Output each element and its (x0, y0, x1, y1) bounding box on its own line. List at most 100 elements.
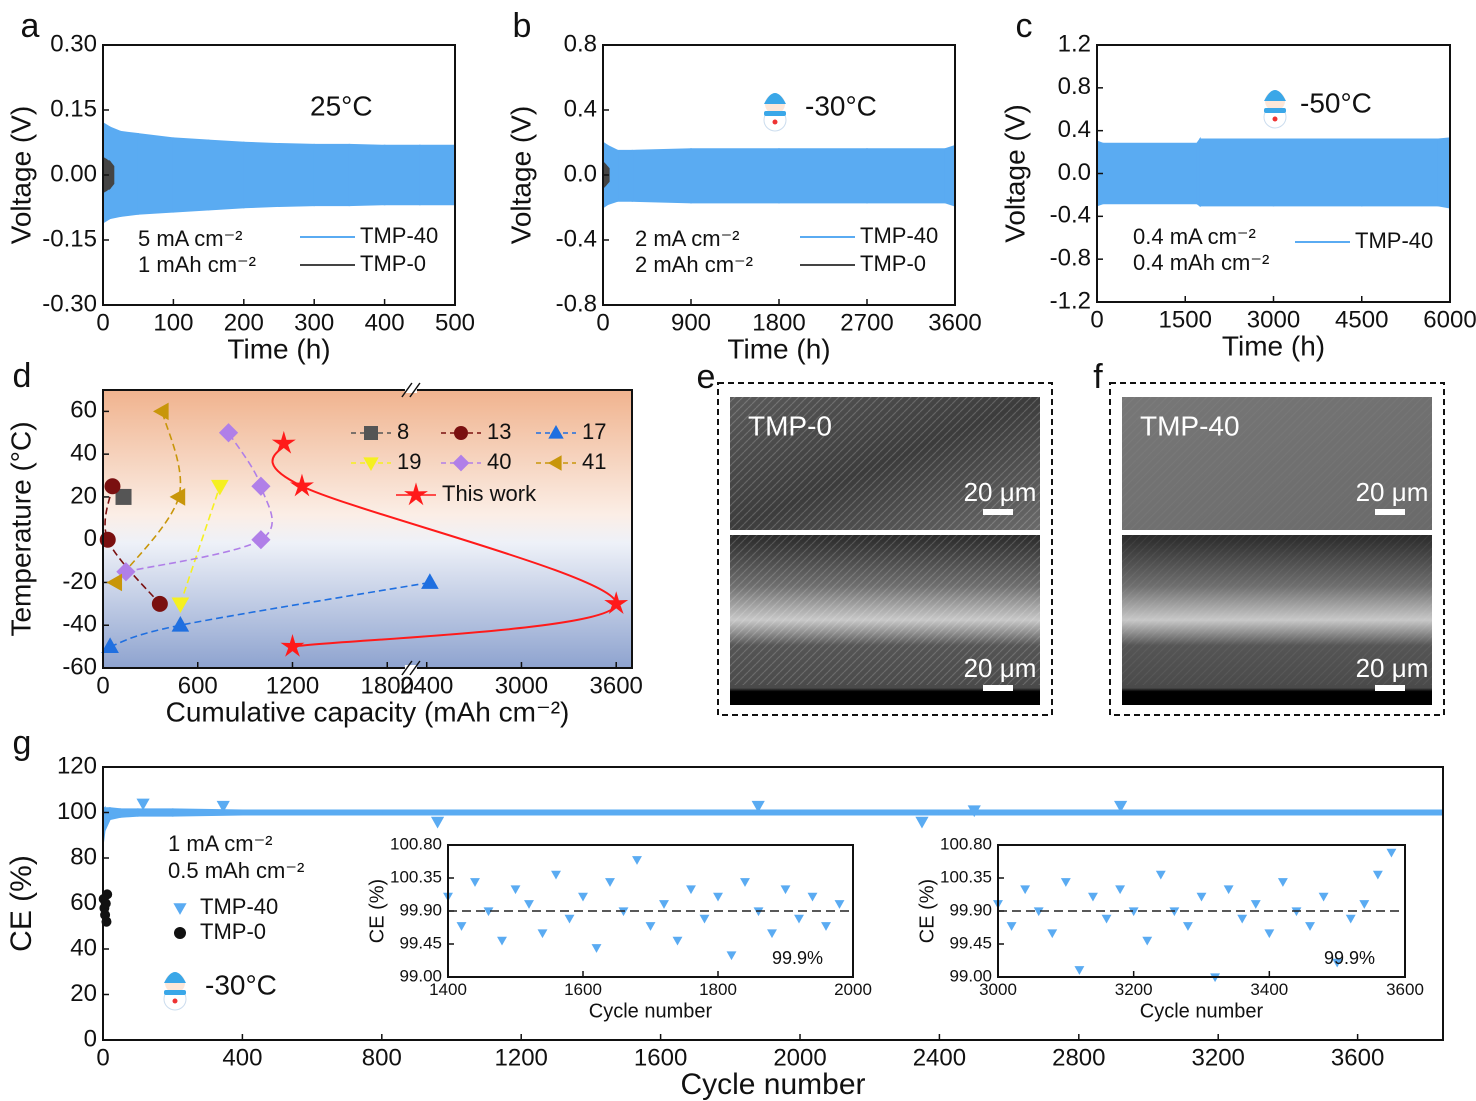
annotation: 0.4 mAh cm⁻² (1133, 250, 1269, 275)
band-segment (119, 130, 139, 218)
data-point (271, 430, 296, 454)
x-tick-label: 200 (224, 310, 264, 337)
plot-frame (1096, 44, 1451, 303)
plot-layer (103, 122, 455, 224)
data-point (604, 591, 629, 615)
data-point (632, 856, 642, 865)
axis-break (401, 660, 413, 676)
data-point (672, 936, 683, 946)
data-point (767, 929, 777, 939)
x-tick-label: 1800 (699, 980, 737, 999)
data-point (483, 907, 494, 917)
band-segment (1272, 138, 1363, 207)
band-segment (419, 144, 455, 206)
y-tick-label: 20 (70, 980, 97, 1007)
y-tick-label: -0.4 (1050, 202, 1091, 229)
plot-layer (103, 805, 1443, 845)
icon-part (1272, 116, 1278, 122)
panel-letter: b (513, 7, 532, 45)
data-point (211, 479, 229, 496)
data-point (280, 634, 305, 657)
y-tick-label: 0.30 (50, 30, 97, 57)
icon-part (764, 111, 786, 116)
data-point (537, 929, 548, 939)
x-tick-label: 3000 (979, 980, 1017, 999)
data-point (713, 892, 723, 902)
panel-border (717, 382, 1053, 716)
panel-letter: c (1016, 7, 1033, 45)
panel-letter: e (697, 358, 716, 396)
x-tick-label: 6000 (1423, 307, 1476, 334)
x-axis-label: Time (h) (1222, 330, 1325, 361)
scale-bar-label: 20 μm (1356, 477, 1429, 507)
data-point (456, 922, 467, 931)
icon-part (172, 998, 178, 1004)
data-point (578, 892, 588, 902)
data-point (1182, 922, 1193, 931)
data-point (659, 900, 669, 909)
data-point (1033, 907, 1044, 917)
band-segment (109, 807, 122, 821)
y-tick-label: 0.8 (564, 30, 597, 57)
data-point (794, 914, 804, 924)
y-tick-label: 120 (57, 752, 97, 779)
y-axis-label: Voltage (V) (999, 104, 1030, 243)
data-point (740, 878, 750, 887)
band-segment (1078, 809, 1219, 816)
legend-label: 17 (582, 419, 606, 444)
band-segment (109, 159, 115, 191)
y-axis-label: CE (%) (366, 879, 388, 943)
x-tick-label: 1200 (266, 673, 319, 700)
data-point (780, 885, 791, 895)
reference-label: 99.9% (772, 948, 823, 968)
band-segment (171, 808, 244, 817)
data-point (470, 878, 480, 887)
legend-label: TMP-0 (200, 919, 266, 944)
data-point (1345, 914, 1356, 924)
annotation: 1 mAh cm⁻² (138, 252, 256, 277)
y-tick-label: 60 (70, 889, 97, 916)
data-point (1305, 922, 1315, 931)
band-segment (799, 809, 941, 816)
axis-break-gap (404, 665, 417, 671)
y-tick-label: 100.80 (390, 834, 442, 853)
annotation: 0.5 mAh cm⁻² (168, 858, 304, 883)
band-segment (659, 809, 801, 816)
data-point (153, 402, 169, 421)
x-tick-label: 500 (435, 310, 475, 337)
series-line (179, 485, 221, 605)
band-segment (172, 137, 210, 213)
data-point (1237, 914, 1248, 924)
data-point (251, 530, 271, 550)
plot-frame (102, 766, 1444, 1041)
y-tick-label: -0.8 (1050, 245, 1091, 272)
y-tick-label: 80 (70, 843, 97, 870)
legend-label: TMP-40 (200, 894, 278, 919)
data-point (1372, 870, 1383, 880)
y-axis-label: Voltage (V) (5, 106, 36, 245)
data-point (699, 914, 710, 924)
scale-bar (983, 685, 1013, 691)
annotation: 5 mA cm⁻² (138, 226, 243, 251)
y-tick-label: 0.8 (1058, 73, 1091, 100)
x-tick-label: 3400 (1250, 980, 1288, 999)
series-line (114, 411, 182, 583)
axis-break (401, 382, 413, 398)
data-point (1291, 907, 1302, 917)
series-line (125, 432, 273, 573)
y-tick-label: 20 (70, 482, 97, 509)
data-point (497, 936, 507, 946)
y-tick-label: 0.15 (50, 95, 97, 122)
x-tick-label: 0 (1090, 307, 1103, 334)
data-point (1386, 848, 1397, 858)
band-segment (938, 809, 1080, 816)
x-axis-label: Time (h) (227, 333, 330, 364)
x-tick-label: 3600 (928, 310, 981, 337)
scale-bar-label: 20 μm (964, 477, 1037, 507)
panel-letter: f (1093, 358, 1103, 396)
data-point (1223, 885, 1234, 895)
band-segment (1437, 137, 1450, 209)
image-label: TMP-40 (1140, 410, 1240, 441)
y-tick-label: 0.4 (564, 95, 597, 122)
